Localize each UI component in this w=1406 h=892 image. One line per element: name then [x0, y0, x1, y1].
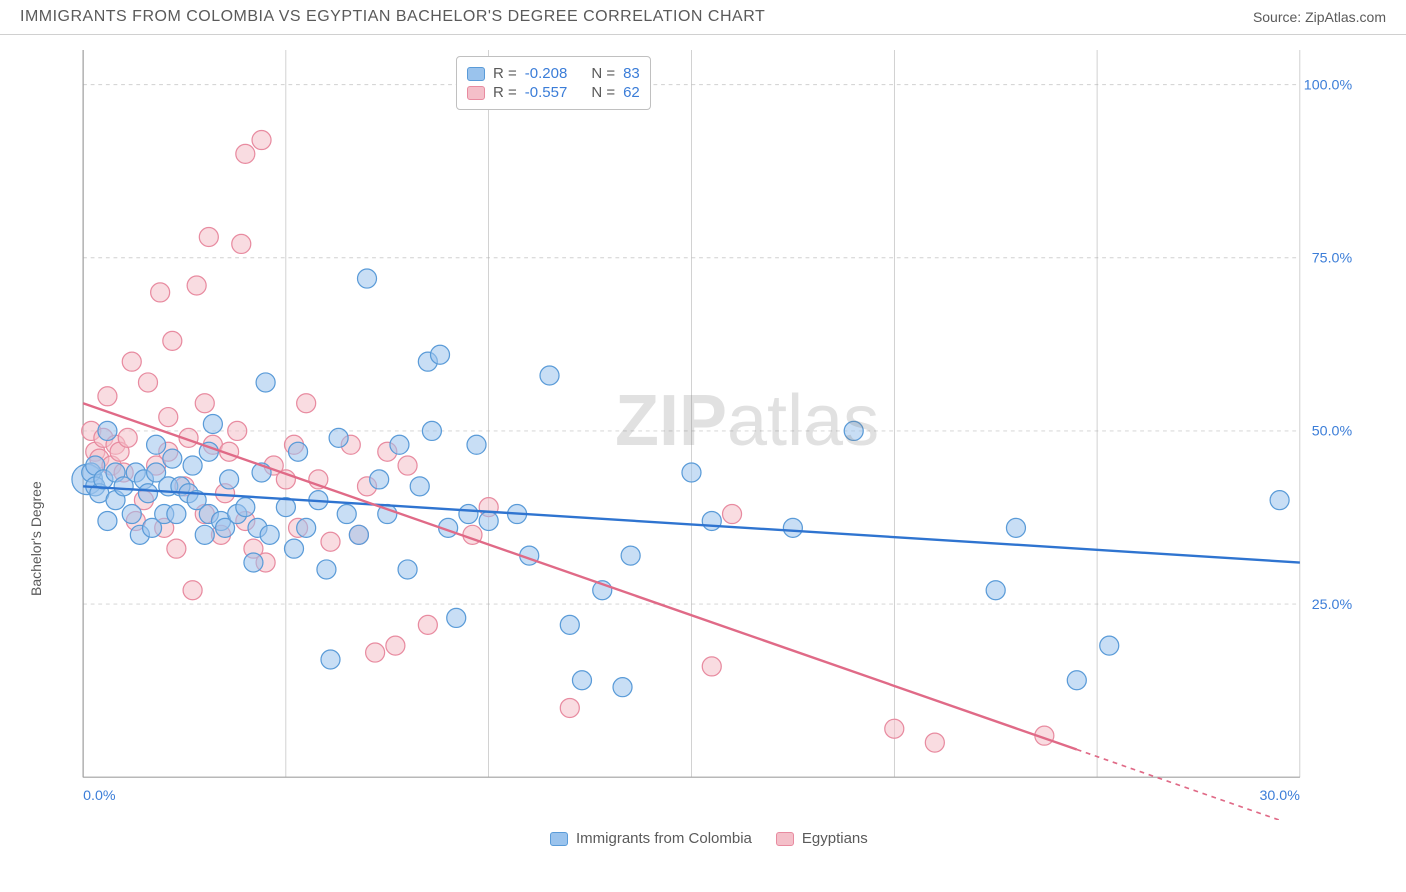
swatch-colombia	[550, 832, 568, 846]
y-axis-label: Bachelor's Degree	[28, 482, 44, 597]
swatch-egyptians	[467, 86, 485, 100]
series-legend: Immigrants from Colombia Egyptians	[550, 828, 868, 849]
header-bar: IMMIGRANTS FROM COLOMBIA VS EGYPTIAN BAC…	[0, 0, 1406, 35]
swatch-colombia	[467, 67, 485, 81]
svg-text:50.0%: 50.0%	[1312, 424, 1353, 440]
legend-row-egyptians: R = -0.557 N = 62	[467, 84, 640, 101]
chart-area: 25.0%50.0%75.0%100.0%0.0%30.0% Bachelor'…	[50, 50, 1390, 820]
scatter-plot: 25.0% 50.0% 75.0% 100.0% 0.0% 30.0%	[50, 50, 1390, 820]
chart-title: IMMIGRANTS FROM COLOMBIA VS EGYPTIAN BAC…	[20, 8, 765, 26]
legend-item-egyptians: Egyptians	[776, 830, 868, 847]
svg-text:30.0%: 30.0%	[1259, 788, 1300, 804]
svg-text:0.0%: 0.0%	[83, 788, 116, 804]
correlation-legend: R = -0.208 N = 83 R = -0.557 N = 62	[456, 56, 651, 110]
svg-text:100.0%: 100.0%	[1304, 77, 1353, 93]
legend-item-colombia: Immigrants from Colombia	[550, 830, 752, 847]
source-label: Source: ZipAtlas.com	[1253, 9, 1386, 25]
svg-text:25.0%: 25.0%	[1312, 597, 1353, 613]
legend-row-colombia: R = -0.208 N = 83	[467, 65, 640, 82]
swatch-egyptians	[776, 832, 794, 846]
svg-text:75.0%: 75.0%	[1312, 251, 1353, 267]
